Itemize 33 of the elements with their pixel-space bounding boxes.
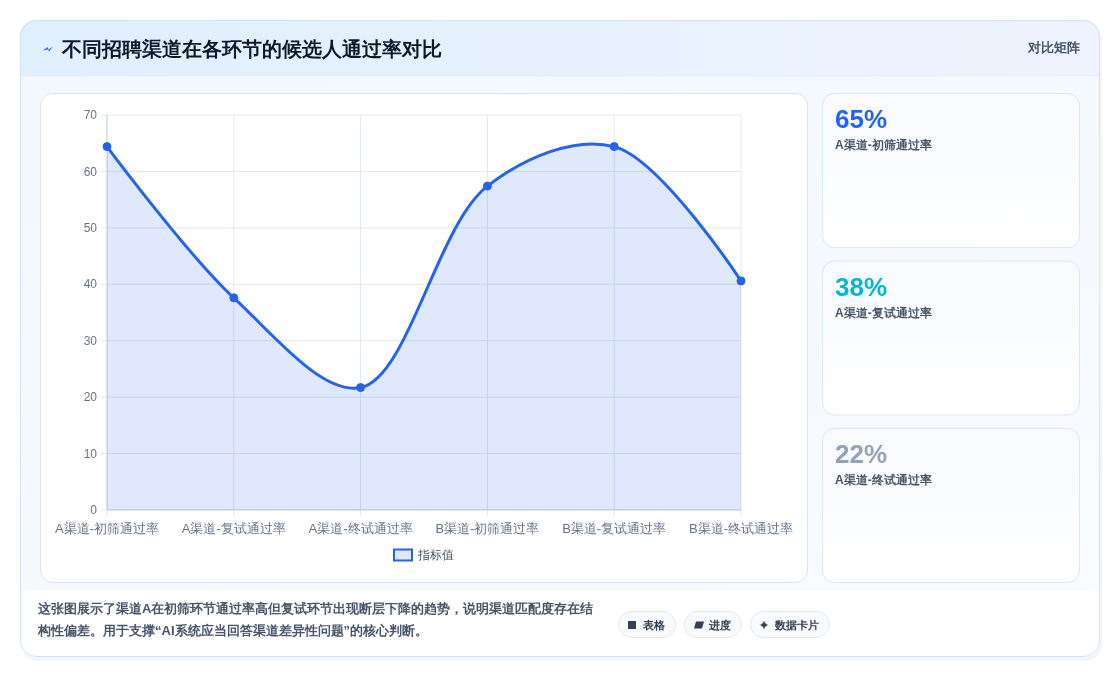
text: A渠道-复试通过率: [835, 305, 932, 320]
y-tick-label: 50: [83, 221, 98, 236]
x-tick-label: A渠道-复试通过率: [181, 521, 286, 536]
x-tick-label: B渠道-初筛通过率: [435, 521, 540, 536]
y-tick-label: 30: [83, 333, 98, 348]
y-tick-label: 40: [83, 277, 98, 292]
text: 22%: [835, 439, 888, 469]
x-tick-label: A渠道-初筛通过率: [55, 521, 159, 536]
text: 表格: [642, 618, 666, 631]
point: [102, 142, 112, 152]
chart-title: 不同招聘渠道在各环节的候选人通过率对比: [61, 38, 442, 60]
text: 进度: [708, 618, 731, 631]
text: 38%: [835, 271, 888, 302]
point: [229, 293, 239, 303]
text: A渠道-初筛通过率: [835, 138, 932, 152]
text: 对比矩阵: [1027, 40, 1080, 55]
point: [482, 181, 492, 191]
point: [736, 276, 746, 286]
x-tick-label: A渠道-终试通过率: [308, 521, 413, 536]
x-tick-label: B渠道-终试通过率: [689, 521, 793, 536]
text: A渠道-终试通过率: [835, 473, 932, 487]
text: 65%: [835, 104, 888, 134]
y-tick-label: 10: [83, 446, 98, 461]
point: [609, 142, 619, 152]
legend-label: 指标值: [417, 548, 454, 563]
text: 这张图展示了渠道A在初筛环节通过率高但复试环节出现断层下降的趋势，说明渠道匹配度存在结构性偏差。用于支撑“AI系统应当回答渠道差异性问题”的核心判断。: [37, 601, 594, 638]
y-tick-label: 20: [83, 390, 98, 405]
point: [356, 383, 366, 393]
y-tick-label: 60: [83, 164, 98, 179]
y-tick-label: 0: [90, 503, 98, 518]
x-tick-label: B渠道-复试通过率: [562, 521, 667, 536]
text: 数据卡片: [774, 618, 819, 631]
y-tick-label: 70: [83, 108, 98, 123]
